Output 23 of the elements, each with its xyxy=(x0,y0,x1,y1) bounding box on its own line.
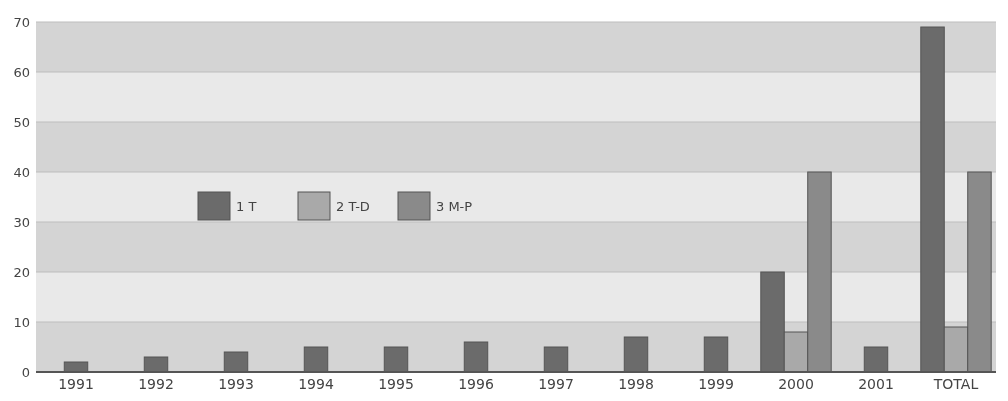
x-tick-label: 1995 xyxy=(378,376,414,392)
x-tick-label: 1994 xyxy=(298,376,334,392)
y-tick-label: 0 xyxy=(21,364,30,380)
x-tick-label: 1999 xyxy=(698,376,734,392)
x-tick-label: 1993 xyxy=(218,376,254,392)
legend-label: 3 M-P xyxy=(436,198,473,214)
legend-label: 2 T-D xyxy=(336,198,370,214)
x-tick-label: 1992 xyxy=(138,376,174,392)
y-tick-label: 50 xyxy=(13,114,30,130)
x-tick-label: 1998 xyxy=(618,376,654,392)
legend-label: 1 T xyxy=(236,198,257,214)
x-tick-label: 2000 xyxy=(778,376,814,392)
y-tick-label: 10 xyxy=(13,314,30,330)
y-tick-label: 20 xyxy=(13,264,30,280)
x-tick-label: 1996 xyxy=(458,376,494,392)
y-tick-label: 30 xyxy=(13,214,30,230)
x-tick-label: 1997 xyxy=(538,376,574,392)
y-tick-label: 40 xyxy=(13,164,30,180)
y-tick-label: 70 xyxy=(13,14,30,30)
x-tick-label: 2001 xyxy=(858,376,894,392)
x-tick-label: TOTAL xyxy=(932,376,979,392)
x-tick-label: 1991 xyxy=(58,376,94,392)
y-tick-label: 60 xyxy=(13,64,30,80)
